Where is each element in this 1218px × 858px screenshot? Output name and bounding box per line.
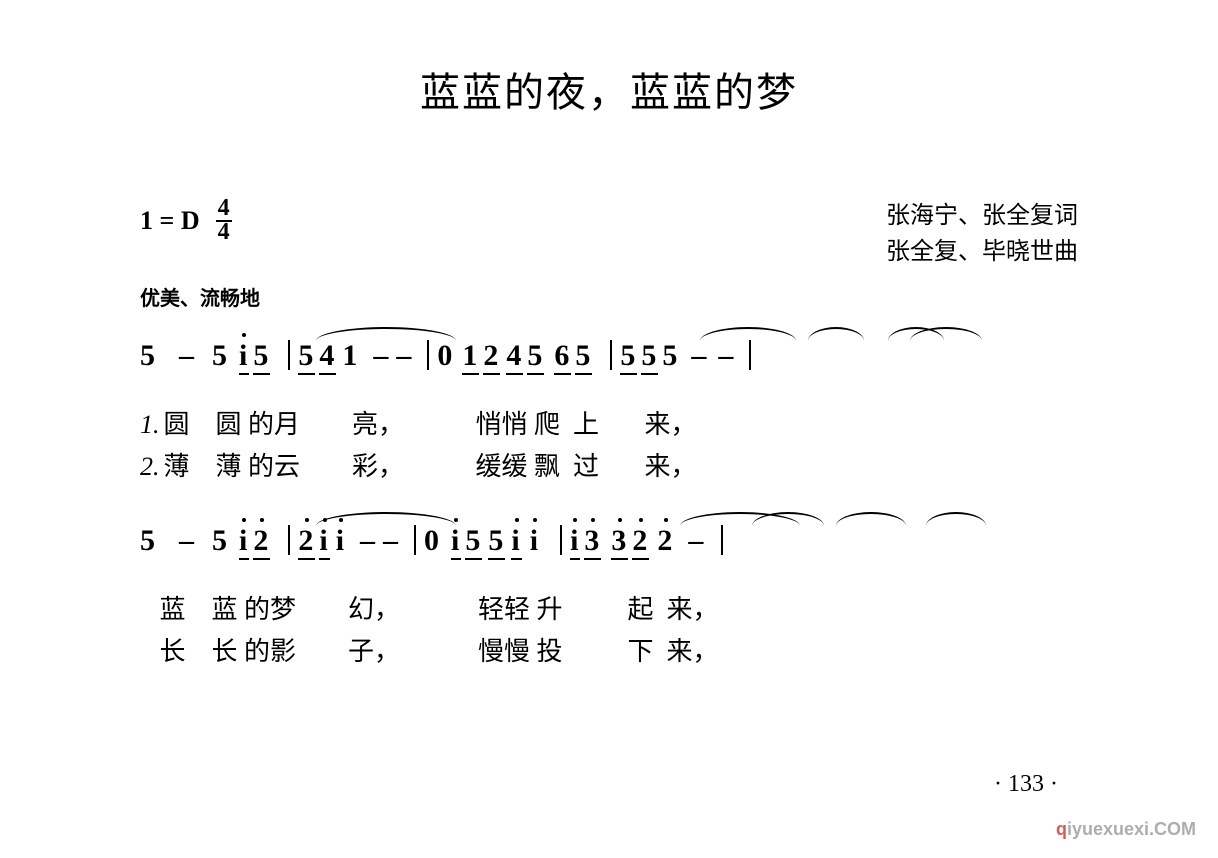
note: 1 [462,339,479,375]
note: 0 [437,339,454,373]
note: – [718,339,733,373]
note: 5 [140,524,157,558]
notation-line: 5–5i22ii––0i55iii3322– [140,524,1078,580]
note: 2 [253,524,270,560]
note: i [336,524,346,558]
note: – [383,524,398,558]
note: 5 [527,339,544,375]
lyricist-credit: 张海宁、张全复词 [886,198,1078,234]
lyric-text: 薄 薄 的云 彩， 缓缓 飘 过 来， [164,449,697,485]
tempo-marking: 优美、流畅地 [140,282,1078,311]
page-number: · 133 · [994,771,1058,798]
note: 2 [657,524,674,558]
note: i [239,339,249,375]
song-title: 蓝蓝的夜，蓝蓝的梦 [140,60,1078,118]
note: 4 [506,339,523,375]
note: 1 [342,339,359,373]
tie-slur [926,512,986,526]
lyric-text: 长 长 的影 子， 慢慢 投 下 来， [160,634,719,670]
notation-line: 5–5i5541––0124565555–– [140,339,1078,395]
watermark-red: q [1056,819,1067,839]
note: 5 [212,339,229,373]
note: 3 [611,524,628,560]
lyric-line: 2.薄 薄 的云 彩， 缓缓 飘 过 来， [140,449,1078,485]
lyric-text: 蓝 蓝 的梦 幻， 轻轻 升 起 来， [160,592,719,628]
note: 5 [641,339,658,375]
watermark-gray: iyuexuexi.COM [1067,819,1196,839]
note: – [360,524,375,558]
note: – [179,524,194,558]
note: 5 [140,339,157,373]
barline [721,525,723,555]
time-denominator: 4 [216,222,232,244]
composer-credit: 张全复、毕晓世曲 [886,234,1078,270]
notes-row: 5–5i22ii––0i55iii3322– [140,524,1078,560]
note: i [530,524,540,558]
credits: 张海宁、张全复词 张全复、毕晓世曲 [886,198,1078,270]
note: 2 [632,524,649,560]
tie-slur [316,327,456,341]
note: 0 [424,524,441,558]
note: – [396,339,411,373]
barline [288,340,290,370]
note: 5 [620,339,637,375]
tie-slur [808,327,864,341]
note: 4 [319,339,336,375]
music-system: 5–5i22ii––0i55iii3322– 蓝 蓝 的梦 幻， 轻轻 升 起 … [140,524,1078,671]
time-signature: 4 4 [216,198,232,243]
note: i [511,524,521,560]
note: i [319,524,329,560]
note: – [373,339,388,373]
lyric-text: 圆 圆 的月 亮， 悄悄 爬 上 来， [164,407,697,443]
note: i [451,524,461,560]
key-signature: 1 = D [140,206,200,236]
barline [427,340,429,370]
tie-slur [700,327,796,341]
note: i [570,524,580,560]
lyric-line: 1.圆 圆 的月 亮， 悄悄 爬 上 来， [140,407,1078,443]
note: – [691,339,706,373]
note: 5 [253,339,270,375]
note: i [239,524,249,560]
lyric-line: 蓝 蓝 的梦 幻， 轻轻 升 起 来， [140,592,1078,628]
barline [560,525,562,555]
music-system: 5–5i5541––0124565555––1.圆 圆 的月 亮， 悄悄 爬 上… [140,339,1078,486]
tie-slur [316,512,456,526]
barline [610,340,612,370]
lyric-line: 长 长 的影 子， 慢慢 投 下 来， [140,634,1078,670]
tie-slur [836,512,906,526]
note: 5 [662,339,679,373]
note: 2 [298,524,315,560]
barline [749,340,751,370]
barline [414,525,416,555]
note: 5 [212,524,229,558]
note: 3 [584,524,601,560]
note: 5 [488,524,505,560]
note: – [688,524,703,558]
verse-number: 1. [140,407,160,443]
barline [288,525,290,555]
lyric-indent [140,592,160,628]
key-timesig: 1 = D 4 4 [140,198,232,243]
sheet-music-page: 蓝蓝的夜，蓝蓝的梦 1 = D 4 4 张海宁、张全复词 张全复、毕晓世曲 优美… [0,0,1218,858]
verse-number: 2. [140,449,160,485]
notes-row: 5–5i5541––0124565555–– [140,339,1078,375]
note: 5 [575,339,592,375]
watermark: qiyuexuexi.COM [1056,819,1196,840]
note: 6 [554,339,571,375]
note: 2 [483,339,500,375]
note: 5 [465,524,482,560]
music-container: 5–5i5541––0124565555––1.圆 圆 的月 亮， 悄悄 爬 上… [140,339,1078,671]
note: – [179,339,194,373]
lyric-indent [140,634,160,670]
note: 5 [298,339,315,375]
meta-row: 1 = D 4 4 张海宁、张全复词 张全复、毕晓世曲 [140,198,1078,270]
